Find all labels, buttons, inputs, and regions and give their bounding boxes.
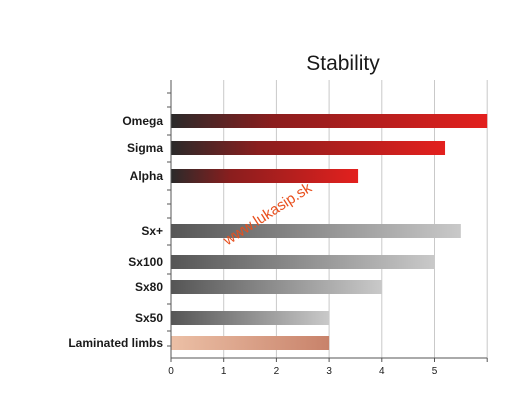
- bar-sx50: [171, 311, 330, 325]
- x-tick-label: 3: [326, 366, 332, 377]
- watermark-text: www.lukasip.sk: [219, 179, 315, 249]
- x-tick-label: 5: [432, 366, 438, 377]
- category-label: Sx80: [135, 280, 163, 294]
- category-label: Sigma: [127, 141, 163, 155]
- x-tick-label: 0: [168, 366, 174, 377]
- category-label: Sx50: [135, 311, 163, 325]
- bar-sx100: [171, 255, 435, 269]
- bar-sx80: [171, 280, 382, 294]
- bars: [171, 114, 488, 350]
- bar-sx-: [171, 224, 461, 238]
- category-label: Sx+: [141, 224, 163, 238]
- x-tick-label: 2: [274, 366, 280, 377]
- x-tick-label: 1: [221, 366, 227, 377]
- bar-alpha: [171, 169, 359, 183]
- chart-title: Stability: [306, 52, 380, 75]
- axes: [167, 80, 488, 362]
- x-tick-label: 4: [379, 366, 385, 377]
- category-label: Omega: [122, 114, 163, 128]
- bar-laminated-limbs: [171, 336, 330, 350]
- category-labels: Omega Sigma Alpha Sx+ Sx100 Sx80 Sx50 Laminated…: [68, 114, 163, 350]
- category-label: Sx100: [128, 255, 163, 269]
- category-label: Alpha: [130, 169, 164, 183]
- bar-omega: [171, 114, 488, 128]
- category-label: Laminated limbs: [68, 336, 163, 350]
- bar-sigma: [171, 141, 446, 155]
- tick-labels: 0 1 2 3 4 5: [168, 366, 438, 377]
